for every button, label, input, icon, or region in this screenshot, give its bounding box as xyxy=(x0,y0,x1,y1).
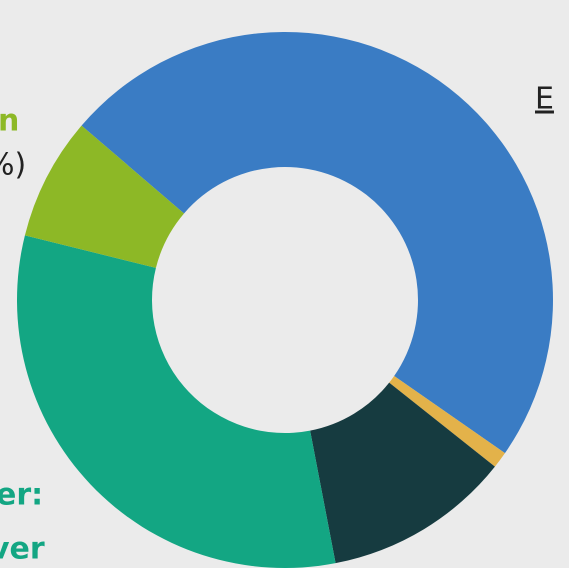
annotation: er: xyxy=(0,478,43,513)
slice xyxy=(389,375,505,467)
slice xyxy=(81,32,553,454)
annotation: ver xyxy=(0,532,45,567)
donut xyxy=(17,32,553,568)
annotation: n xyxy=(0,104,19,139)
slice xyxy=(310,382,495,564)
slice xyxy=(24,125,185,268)
slice xyxy=(17,235,336,568)
annotation: %) xyxy=(0,148,26,183)
annotation: E xyxy=(535,82,554,117)
